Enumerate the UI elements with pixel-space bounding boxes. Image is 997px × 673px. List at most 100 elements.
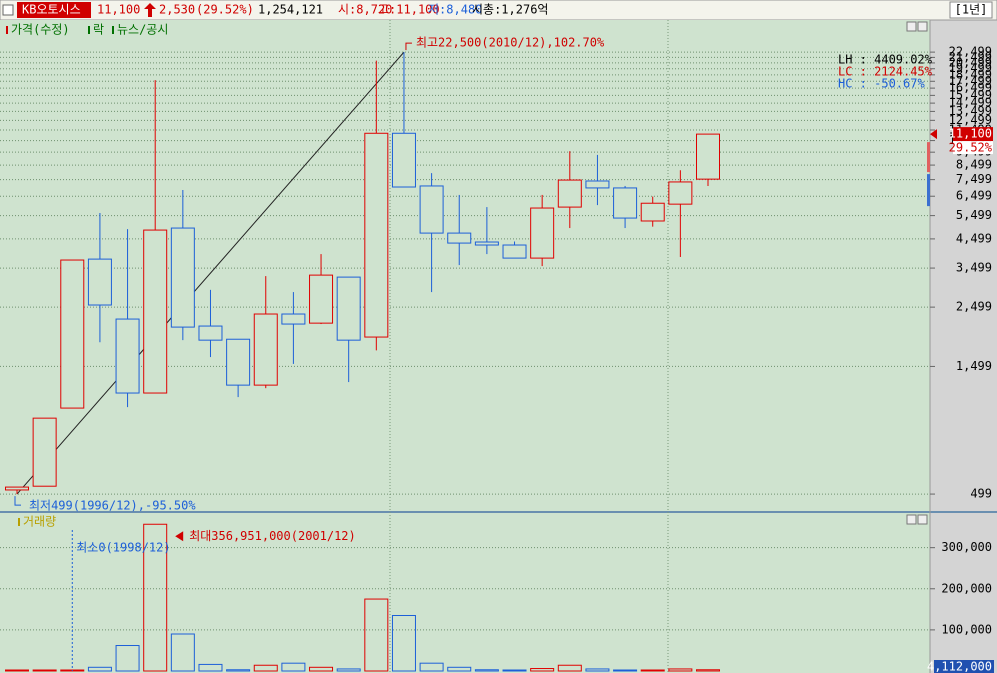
volume-bar [447, 666, 472, 672]
candle-body [253, 313, 278, 386]
y-tick-label: 16,499 [949, 81, 992, 95]
volume: 1,254,121 [258, 3, 323, 17]
volume-bar [336, 668, 361, 672]
checkbox[interactable] [2, 4, 14, 16]
y-tick-label: 19,499 [949, 61, 992, 75]
up-arrow [144, 3, 156, 17]
y-tick-label: 3,499 [956, 261, 992, 275]
candle-body [5, 486, 29, 491]
legend-item: 거래량 [23, 515, 56, 529]
candle-body [32, 417, 57, 487]
volume-bar [143, 523, 168, 672]
current-volume: 4,112,000 [927, 660, 992, 673]
candle-body [557, 179, 582, 208]
y-tick-label: 15,499 [949, 88, 992, 102]
candle-body [364, 132, 389, 338]
legend-item: 가격(수정) [11, 23, 70, 37]
y-tick-label: 22,499 [949, 45, 992, 59]
y-tick-label: 2,499 [956, 300, 992, 314]
y-tick-label: 6,499 [956, 189, 992, 203]
candle-body [391, 132, 416, 188]
y-tick-label: 5,499 [956, 208, 992, 222]
volume-bar [5, 669, 29, 672]
price: 11,100 [97, 3, 140, 17]
name-box [17, 2, 91, 18]
candle-body [170, 227, 195, 328]
candle-body [281, 313, 306, 325]
stock-name: KB오토시스 [22, 3, 81, 17]
volume-bar [32, 669, 57, 672]
close-button[interactable] [917, 21, 928, 32]
stat: LH : 4409.02% [838, 53, 933, 67]
period[interactable]: [1년] [955, 3, 988, 17]
volume-bar [474, 669, 499, 672]
y-tick-label: 7,499 [956, 172, 992, 186]
candle-body [60, 259, 85, 409]
candle-body [309, 274, 334, 324]
volume-bar [557, 664, 582, 672]
high: 고:11,100 [378, 3, 440, 17]
volume-bar [198, 663, 223, 672]
close-button[interactable] [917, 514, 928, 525]
y-tick-label: 17,499 [949, 74, 992, 88]
max-annotation: 최대356,951,000(2001/12) [189, 529, 356, 543]
min-button[interactable] [906, 514, 917, 525]
max-pointer [175, 531, 184, 542]
volume-bar [87, 666, 112, 672]
candle-body [668, 181, 693, 205]
y-tick-label: 21,499 [949, 50, 992, 64]
candle-body [115, 318, 140, 394]
candle-body [474, 241, 499, 246]
min-annotation: 최소0(1998/12) [76, 541, 170, 555]
y-tick-label: 13,499 [949, 104, 992, 118]
y-tick-label: 300,000 [941, 540, 992, 554]
candle-body [143, 229, 168, 394]
volume-panel [0, 513, 930, 673]
y-tick-label: 8,499 [956, 158, 992, 172]
volume-bar [530, 668, 555, 672]
change-pct: (29.52%) [196, 3, 254, 17]
period-button[interactable] [949, 1, 993, 19]
annotation-arrow [405, 42, 412, 51]
volume-bar [364, 598, 389, 672]
price-box [953, 127, 993, 142]
axis-bar [927, 142, 930, 173]
y-tick-label: 18,499 [949, 67, 992, 81]
legend-swatch [112, 26, 114, 34]
volume-bar [170, 633, 195, 672]
candle-body [613, 187, 638, 219]
y-tick-label: 200,000 [941, 581, 992, 595]
volume-bar [391, 615, 416, 672]
trend-line [16, 51, 405, 495]
last-change: 29.52% [949, 141, 993, 155]
market-cap: 시총:1,276억 [472, 3, 548, 17]
y-tick-label: 499 [970, 487, 992, 501]
min-button[interactable] [906, 21, 917, 32]
volume-bar [696, 669, 720, 672]
annotation-arrow [14, 496, 21, 506]
volume-bar [613, 669, 638, 672]
y-tick-label: 100,000 [941, 622, 992, 636]
legend-swatch [18, 518, 20, 526]
last-price: 11,100 [949, 127, 992, 141]
chart-layer: 499 1,499 2,499 3,499 4,499 5,499 6,499 7,4998,… [0, 23, 994, 673]
y-tick-label: 12,499 [949, 113, 992, 127]
volume-bar [419, 662, 444, 672]
candle-body [640, 202, 665, 222]
candle-body [502, 244, 527, 259]
volume-bar [640, 669, 665, 672]
high-annotation: 최고22,500(2010/12),102.70% [416, 36, 605, 50]
stat: HC : -50.67% [838, 77, 925, 91]
open: 시:8,720 [338, 3, 392, 17]
volume-bar [668, 668, 693, 672]
volume-bar [502, 669, 527, 672]
volume-bar [281, 662, 306, 672]
axis-bar [927, 174, 930, 207]
candle-body [696, 133, 720, 180]
stat: LC : 2124.45% [838, 65, 933, 79]
legend-item: 락 [93, 23, 104, 37]
candle-body [419, 185, 444, 234]
volume-bar [226, 669, 251, 672]
y-tick-label: 20,499 [949, 55, 992, 69]
